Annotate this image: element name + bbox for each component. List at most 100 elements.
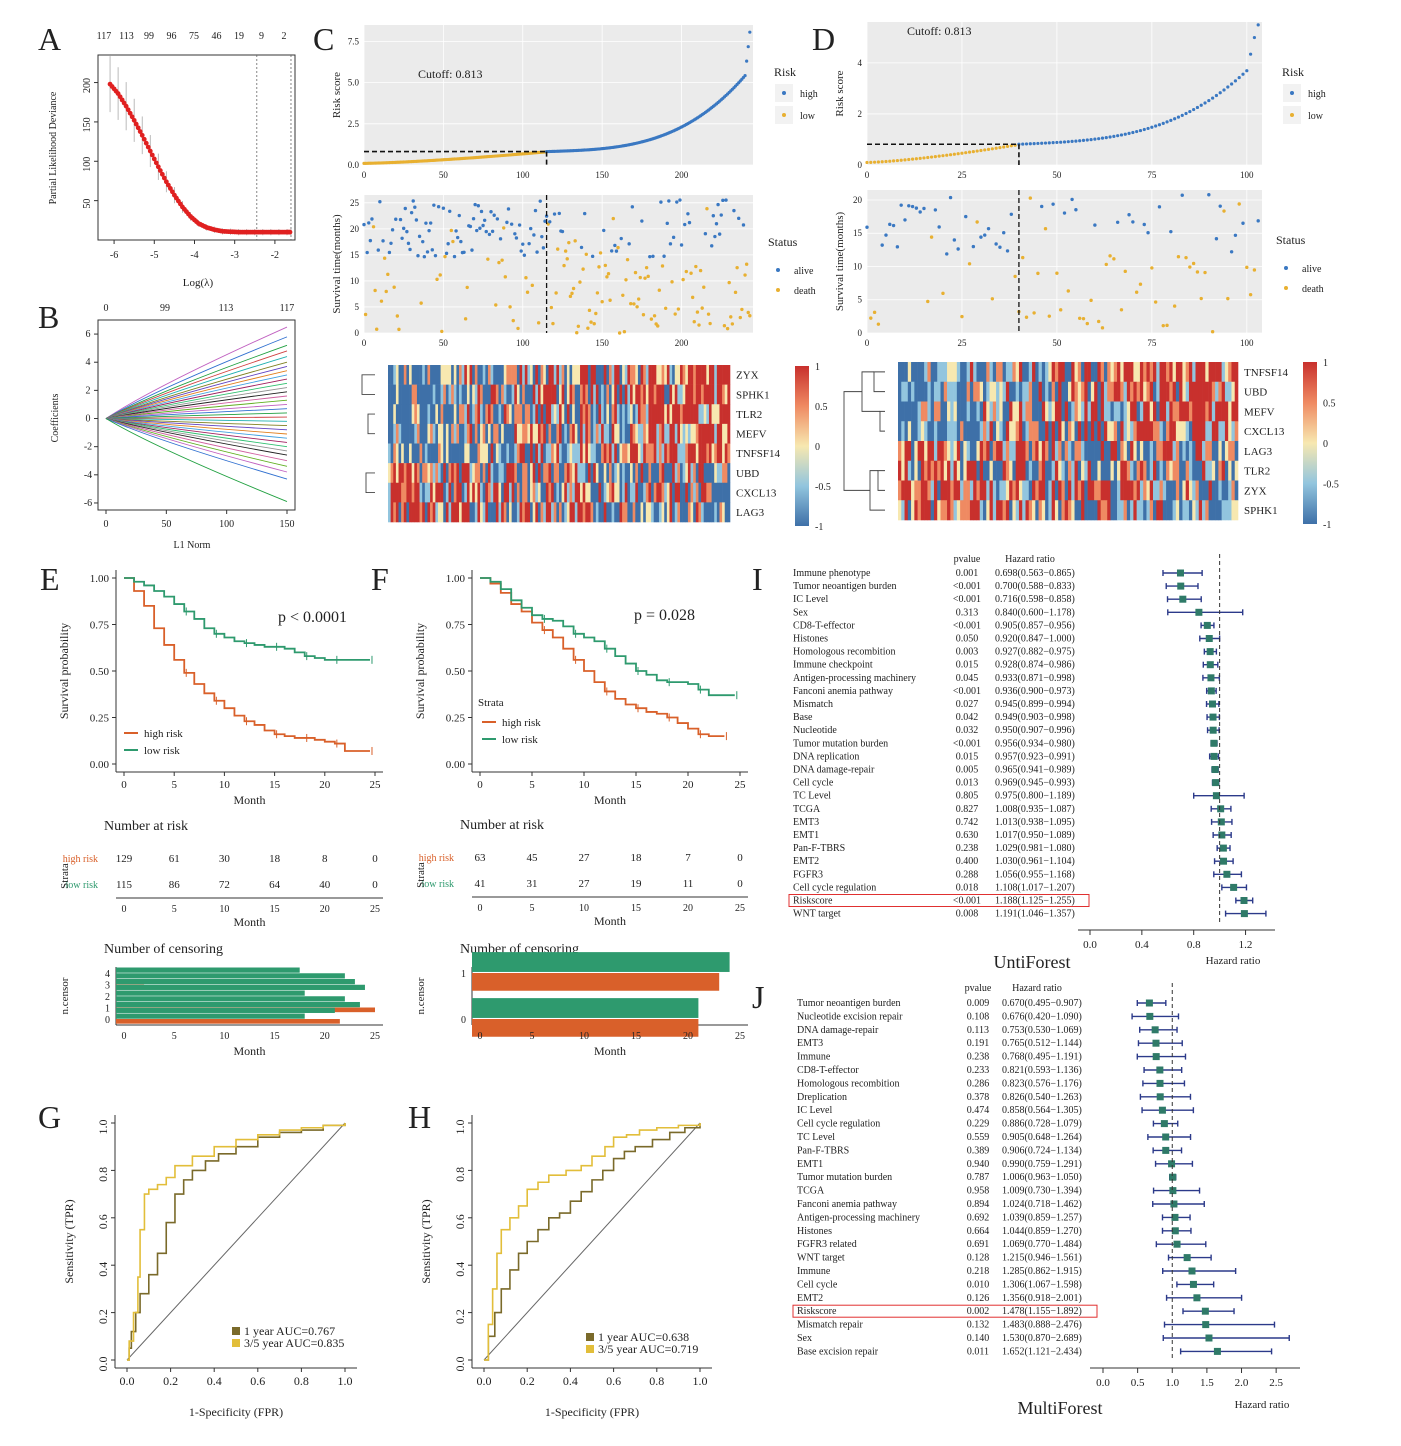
panel-d-heat-cell — [1015, 500, 1020, 521]
panel-c-heat-cell — [487, 423, 491, 444]
panel-a-point — [131, 117, 137, 123]
panel-c-status-point — [570, 291, 574, 296]
panel-d-heat-cell — [1136, 421, 1141, 442]
panel-c-heat-cell — [485, 443, 489, 464]
panel-j-xlabel: Hazard ratio — [1235, 1399, 1290, 1411]
panel-d-heat-cell — [1228, 401, 1232, 422]
panel-d-heat-cell — [1198, 381, 1203, 402]
panel-g-ytick-label: 0.2 — [96, 1309, 110, 1324]
panel-c-heat-cell — [514, 384, 518, 405]
panel-c-heat-cell — [590, 365, 594, 385]
panel-c-heat-cell — [719, 404, 723, 425]
panel-d-heat-cell — [1231, 401, 1236, 422]
panel-e-risk-strata: Strata — [59, 863, 71, 889]
panel-d-heat-cell — [1051, 381, 1056, 402]
panel-c-heat-cell — [666, 443, 670, 464]
panel-d-heat-cell — [1149, 500, 1154, 521]
panel-c-heat-cell — [556, 463, 560, 484]
panel-i-hr-point — [1207, 674, 1215, 682]
panel-c-heat-cell — [656, 404, 660, 425]
panel-d-heat-cell — [920, 421, 925, 442]
panel-label-C: C — [313, 21, 334, 57]
panel-d-heat-cell — [1061, 460, 1066, 481]
panel-c-heat-cell — [714, 463, 718, 484]
panel-d-heat-cell — [937, 480, 941, 501]
panel-d-heat-cell — [979, 421, 984, 442]
panel-c-heat-cell — [427, 443, 431, 464]
panel-d-heat-cell — [1012, 421, 1016, 442]
panel-d-heat-cell — [1028, 480, 1033, 501]
panel-c-heat-cell — [480, 365, 484, 385]
panel-c-heat-cell — [501, 502, 505, 523]
panel-c-heat-cell — [643, 404, 647, 425]
panel-d-status-xtick: 25 — [957, 338, 967, 348]
panel-d-heat-cell — [1097, 401, 1101, 422]
panel-d-status-xtick: 0 — [865, 338, 870, 348]
panel-c-status-point — [400, 236, 404, 240]
panel-c-heat-cell — [635, 502, 639, 523]
panel-d-heat-cell — [976, 441, 981, 462]
panel-c-status-point — [475, 228, 479, 233]
panel-j-hr-point — [1152, 1053, 1160, 1061]
panel-f-censor-ytick: 1 — [461, 969, 466, 980]
panel-j-hr-point — [1162, 1146, 1170, 1154]
panel-c-heat-cell — [624, 365, 628, 385]
panel-c-heat-cell — [677, 384, 681, 405]
panel-d-status-point — [937, 225, 941, 229]
panel-d-heat-cell — [1025, 421, 1030, 442]
panel-d-heat-cell — [1179, 460, 1183, 481]
panel-c-heat-cell — [611, 404, 615, 425]
panel-i-hr-point — [1179, 595, 1187, 603]
panel-d-heat-cell — [1051, 421, 1056, 442]
panel-c-status-point — [482, 218, 487, 222]
panel-d-heat-cell — [1061, 401, 1066, 422]
panel-c-heat-cell — [501, 443, 505, 464]
panel-j-hr-point — [1189, 1280, 1197, 1288]
panel-d-heat-cell — [1113, 460, 1118, 481]
panel-d-heat-cell — [1038, 421, 1043, 442]
panel-d-heat-cell — [963, 480, 967, 501]
panel-c-status-point — [690, 295, 695, 300]
panel-c-heat-cell — [393, 502, 397, 523]
panel-c-heat-cell — [690, 384, 694, 405]
panel-c-status-point — [694, 264, 698, 269]
panel-d-heat-cell — [901, 362, 905, 383]
panel-c-heat-cell — [453, 384, 457, 405]
panel-d-heat-cell — [904, 362, 909, 383]
panel-d-heat-cell — [1166, 362, 1170, 383]
panel-d-risk-point — [1032, 141, 1036, 146]
panel-c-heat-cell — [456, 482, 460, 503]
panel-d-heat-cell — [1153, 381, 1157, 402]
panel-d-heat-cell — [1048, 421, 1052, 442]
panel-c-heat-cell — [616, 404, 620, 425]
panel-c-heat-cell — [653, 404, 657, 425]
panel-d-heat-cell — [1015, 401, 1020, 422]
panel-c-heat-cell — [553, 482, 557, 503]
panel-c-heat-cell — [587, 404, 591, 425]
panel-c-status-point — [611, 216, 615, 221]
panel-e-risk-value: 8 — [322, 853, 328, 865]
panel-d-heat-cell — [1198, 480, 1203, 501]
panel-c-heat-cell — [430, 404, 434, 425]
panel-d-heat-cell — [940, 362, 945, 383]
panel-c-heat-cell — [666, 384, 670, 405]
panel-j-row-hr: 0.990(0.759−1.291) — [1002, 1159, 1082, 1170]
panel-d-heat-cell — [960, 441, 964, 462]
panel-d-heat-cell — [986, 480, 990, 501]
panel-c-heat-cell — [516, 463, 520, 484]
panel-c-heat-cell — [606, 463, 610, 484]
panel-c-heat-cell — [443, 463, 447, 484]
panel-c-heat-cell — [487, 482, 491, 503]
panel-d-heat-cell — [1221, 500, 1226, 521]
panel-d-heat-cell — [1139, 421, 1144, 442]
panel-d-heat-cell — [1094, 500, 1098, 521]
panel-c-heat-cell — [422, 482, 426, 503]
panel-g-ytick-label: 0.8 — [96, 1167, 110, 1182]
panel-c-heat-cell — [556, 404, 560, 425]
panel-d-heat-cell — [1228, 480, 1232, 501]
panel-c-heat-cell — [724, 384, 728, 405]
panel-c-heat-cell — [524, 365, 528, 385]
panel-c-heat-cell — [580, 384, 583, 405]
panel-c-heat-cell — [714, 502, 718, 523]
panel-j-row-name: Tumor mutation burden — [797, 1172, 892, 1183]
